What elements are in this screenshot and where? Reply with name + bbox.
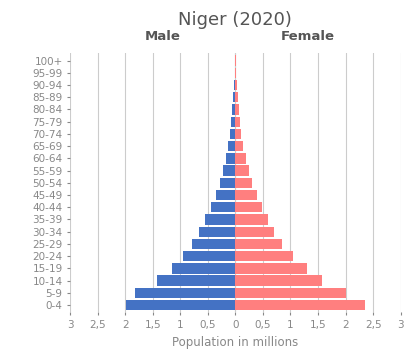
Bar — [234, 80, 235, 90]
Bar — [235, 300, 365, 310]
Bar — [183, 251, 235, 261]
Bar — [235, 80, 237, 90]
Bar — [235, 263, 307, 274]
Bar — [235, 239, 282, 249]
Bar — [235, 178, 252, 188]
Bar — [235, 129, 242, 139]
Bar — [235, 165, 249, 176]
Bar — [157, 275, 235, 286]
Bar — [220, 178, 235, 188]
Bar — [135, 288, 235, 298]
Bar — [216, 190, 235, 200]
Bar — [205, 214, 235, 225]
Bar — [228, 141, 235, 151]
Bar — [235, 190, 256, 200]
Text: Male: Male — [145, 30, 180, 43]
Text: Female: Female — [281, 30, 335, 43]
Bar — [223, 165, 235, 176]
Bar — [199, 226, 235, 237]
Bar — [235, 67, 236, 78]
Bar — [235, 275, 323, 286]
Bar — [172, 263, 235, 274]
Bar — [230, 129, 235, 139]
Bar — [235, 202, 262, 213]
Bar — [235, 92, 237, 103]
Bar — [126, 300, 235, 310]
Bar — [235, 141, 243, 151]
Bar — [235, 226, 274, 237]
Bar — [235, 153, 246, 164]
Bar — [235, 116, 240, 127]
Bar — [235, 104, 239, 115]
Bar — [235, 251, 293, 261]
Bar — [226, 153, 235, 164]
Bar — [233, 92, 235, 103]
Bar — [231, 116, 235, 127]
Bar — [233, 104, 235, 115]
Bar — [235, 214, 268, 225]
Bar — [211, 202, 235, 213]
Bar — [192, 239, 235, 249]
Bar — [235, 288, 346, 298]
Title: Niger (2020): Niger (2020) — [178, 11, 292, 29]
X-axis label: Population in millions: Population in millions — [172, 335, 299, 349]
